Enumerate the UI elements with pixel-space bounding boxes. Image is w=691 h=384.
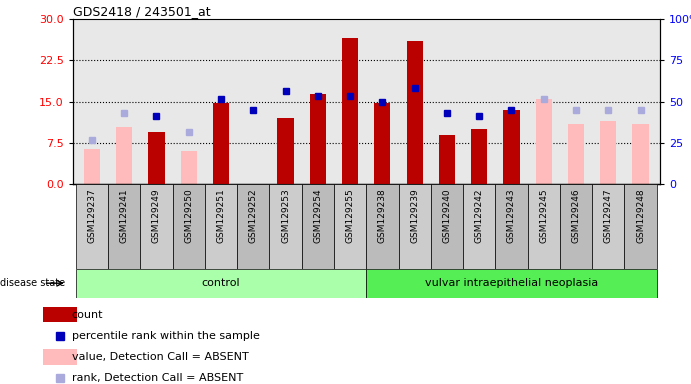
Bar xyxy=(278,118,294,184)
Bar xyxy=(536,99,552,184)
Bar xyxy=(471,129,487,184)
Text: GSM129243: GSM129243 xyxy=(507,189,516,243)
Bar xyxy=(205,184,237,269)
Text: GSM129245: GSM129245 xyxy=(539,189,548,243)
Bar xyxy=(375,103,390,184)
Bar xyxy=(140,184,173,269)
Text: GSM129252: GSM129252 xyxy=(249,189,258,243)
Text: control: control xyxy=(202,278,240,288)
Bar xyxy=(108,184,140,269)
Text: GSM129250: GSM129250 xyxy=(184,189,193,243)
Text: percentile rank within the sample: percentile rank within the sample xyxy=(72,331,260,341)
Text: count: count xyxy=(72,310,104,320)
Bar xyxy=(116,127,132,184)
Bar xyxy=(625,184,656,269)
Bar xyxy=(76,184,108,269)
Bar xyxy=(406,41,423,184)
Bar xyxy=(632,124,649,184)
Bar xyxy=(173,184,205,269)
Bar xyxy=(302,184,334,269)
Bar xyxy=(43,349,77,364)
Text: GSM129249: GSM129249 xyxy=(152,189,161,243)
Text: disease state: disease state xyxy=(0,278,65,288)
Bar xyxy=(503,110,520,184)
Bar xyxy=(310,94,326,184)
Text: GDS2418 / 243501_at: GDS2418 / 243501_at xyxy=(73,5,210,18)
Bar xyxy=(213,103,229,184)
Text: GSM129255: GSM129255 xyxy=(346,189,354,243)
Bar xyxy=(366,269,656,298)
Bar xyxy=(76,269,366,298)
Text: value, Detection Call = ABSENT: value, Detection Call = ABSENT xyxy=(72,352,249,362)
Bar xyxy=(439,135,455,184)
Text: GSM129237: GSM129237 xyxy=(88,189,97,243)
Bar xyxy=(84,149,100,184)
Bar xyxy=(149,132,164,184)
Bar xyxy=(568,124,584,184)
Text: GSM129251: GSM129251 xyxy=(216,189,225,243)
Bar xyxy=(269,184,302,269)
Text: rank, Detection Call = ABSENT: rank, Detection Call = ABSENT xyxy=(72,373,243,383)
Bar xyxy=(463,184,495,269)
Text: GSM129254: GSM129254 xyxy=(313,189,322,243)
Bar xyxy=(430,184,463,269)
Bar xyxy=(600,121,616,184)
Text: GSM129241: GSM129241 xyxy=(120,189,129,243)
Bar xyxy=(334,184,366,269)
Bar xyxy=(495,184,528,269)
Bar xyxy=(399,184,430,269)
Bar xyxy=(237,184,269,269)
Bar xyxy=(43,307,77,322)
Bar xyxy=(560,184,592,269)
Text: GSM129246: GSM129246 xyxy=(571,189,580,243)
Text: GSM129240: GSM129240 xyxy=(442,189,451,243)
Text: GSM129248: GSM129248 xyxy=(636,189,645,243)
Bar xyxy=(592,184,625,269)
Text: GSM129242: GSM129242 xyxy=(475,189,484,243)
Bar xyxy=(342,38,358,184)
Bar xyxy=(366,184,399,269)
Text: GSM129247: GSM129247 xyxy=(604,189,613,243)
Text: GSM129253: GSM129253 xyxy=(281,189,290,243)
Bar xyxy=(528,184,560,269)
Text: vulvar intraepithelial neoplasia: vulvar intraepithelial neoplasia xyxy=(425,278,598,288)
Text: GSM129238: GSM129238 xyxy=(378,189,387,243)
Text: GSM129239: GSM129239 xyxy=(410,189,419,243)
Bar xyxy=(180,151,197,184)
